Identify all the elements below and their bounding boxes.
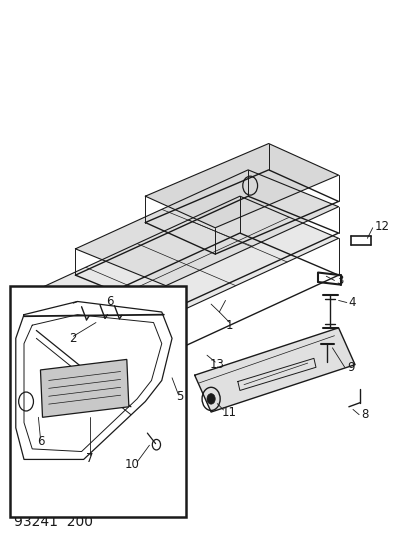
Text: 9: 9 — [346, 361, 354, 374]
Text: 93241  200: 93241 200 — [14, 515, 93, 529]
Text: 6: 6 — [107, 295, 114, 308]
Text: 11: 11 — [222, 406, 237, 418]
Text: 8: 8 — [360, 408, 368, 421]
Circle shape — [206, 393, 215, 404]
Text: 6: 6 — [37, 434, 44, 448]
Polygon shape — [40, 359, 128, 417]
Polygon shape — [34, 196, 338, 333]
Text: 2: 2 — [69, 332, 77, 345]
Text: 3: 3 — [336, 274, 343, 287]
Polygon shape — [145, 143, 338, 228]
Text: 12: 12 — [374, 220, 389, 233]
Text: 13: 13 — [209, 358, 224, 371]
Text: 10: 10 — [124, 458, 139, 471]
Text: 1: 1 — [225, 319, 233, 332]
Text: 5: 5 — [176, 390, 183, 403]
Polygon shape — [75, 170, 338, 286]
FancyBboxPatch shape — [9, 286, 186, 518]
Text: 7: 7 — [86, 452, 93, 465]
Text: 4: 4 — [348, 296, 356, 309]
Polygon shape — [194, 328, 354, 412]
